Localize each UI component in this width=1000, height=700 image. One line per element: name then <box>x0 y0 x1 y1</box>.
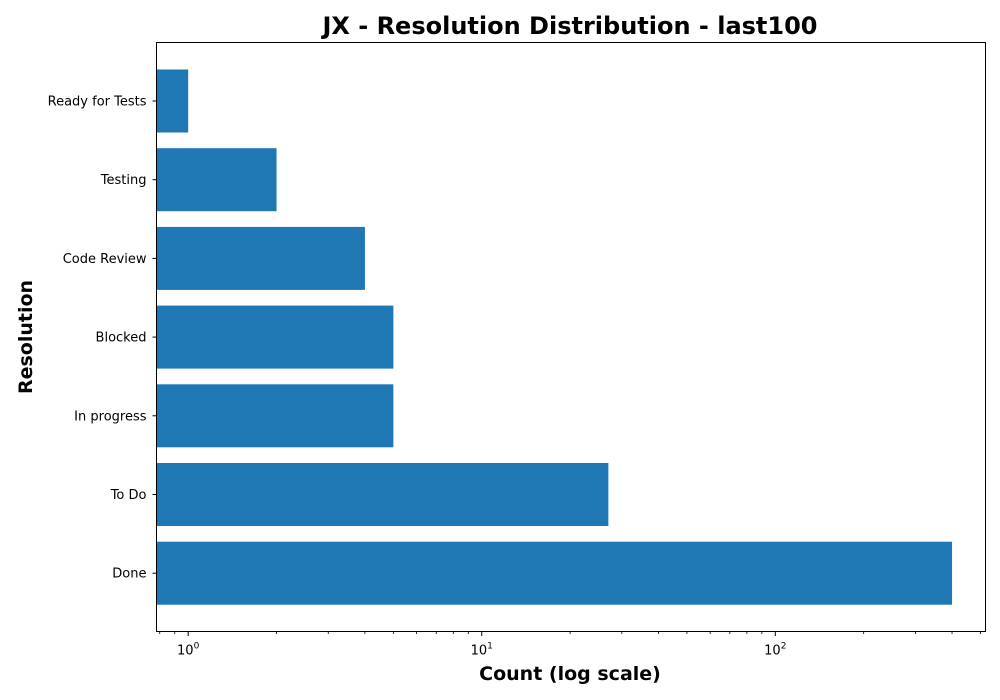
x-tick-label-base: 10 <box>471 644 488 659</box>
y-tick-label: Ready for Tests <box>48 95 147 110</box>
y-axis-ticks: Ready for Tests Testing Code Review Blocked… <box>48 95 157 582</box>
x-tick-label-exponent: 1 <box>487 642 493 652</box>
x-tick-label-exponent: 0 <box>194 642 200 652</box>
x-tick-label-exponent: 2 <box>781 642 787 652</box>
bar-blocked <box>156 305 394 369</box>
bar-to-do <box>156 463 609 526</box>
bar-code-review <box>156 226 365 290</box>
y-tick-label: Blocked <box>96 331 147 346</box>
bar-in-progress <box>156 384 394 448</box>
chart-title: JX - Resolution Distribution - last100 <box>320 12 817 40</box>
plot-frame <box>156 42 986 632</box>
x-tick-label: 102 <box>764 642 786 659</box>
y-tick-label: To Do <box>110 488 147 503</box>
bar-testing <box>156 148 277 212</box>
y-tick-label: In progress <box>74 409 147 424</box>
bar-done <box>156 541 953 605</box>
x-tick-label: 101 <box>471 642 493 659</box>
bar-ready-for-tests <box>156 69 189 133</box>
y-tick-label: Code Review <box>63 252 147 267</box>
x-axis-label: Count (log scale) <box>479 663 661 685</box>
bars-layer <box>156 69 953 605</box>
x-tick-label-base: 10 <box>177 644 194 659</box>
y-tick-label: Testing <box>100 173 147 188</box>
y-axis-label: Resolution <box>15 280 37 394</box>
y-tick-label: Done <box>112 567 146 582</box>
x-axis-ticks: 100 101 102 <box>159 631 981 659</box>
x-tick-label-base: 10 <box>764 644 781 659</box>
x-tick-label: 100 <box>177 642 200 659</box>
